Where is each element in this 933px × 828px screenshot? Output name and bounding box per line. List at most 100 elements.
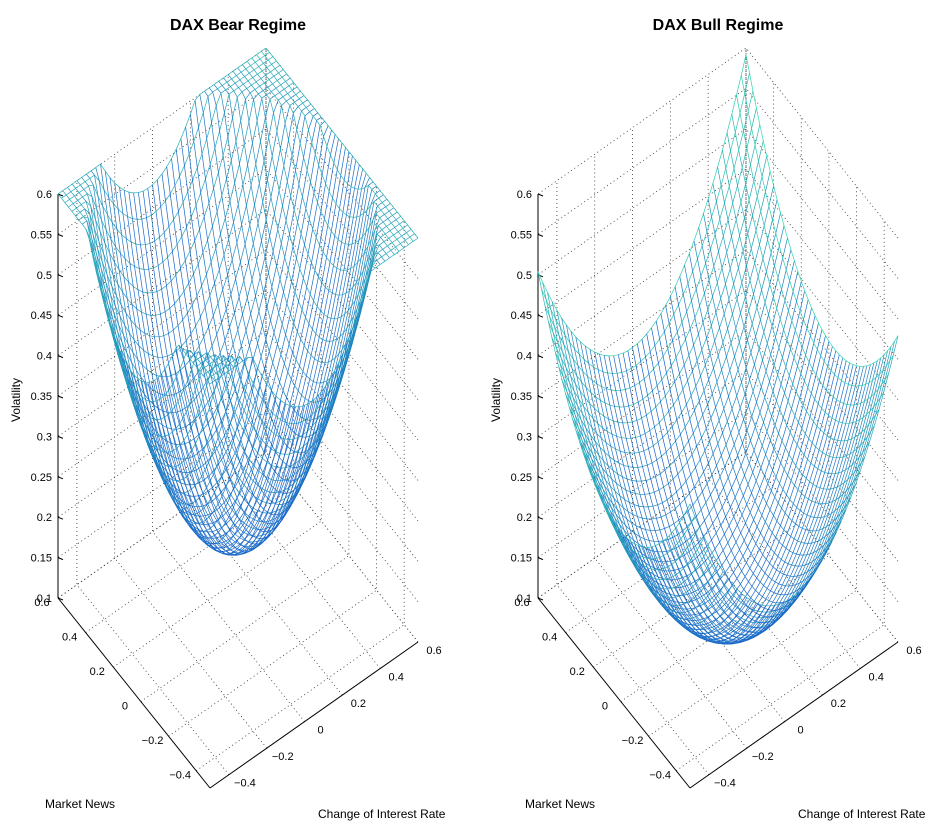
y-tick-label: 0.6 (426, 645, 441, 657)
surface-line (684, 265, 837, 567)
surface-line (703, 213, 856, 519)
z-tick-label: 0.25 (511, 472, 532, 484)
surface-line (584, 345, 738, 630)
x-gridline (113, 117, 322, 668)
surface-line (636, 343, 790, 637)
x-gridline (140, 151, 350, 702)
y-tick-label: 0.2 (831, 698, 846, 710)
z-gridline (537, 47, 899, 239)
surface-line (251, 57, 405, 249)
y-tick-label: 0 (797, 725, 803, 737)
z-gridline (57, 87, 419, 279)
z-tick (57, 435, 64, 439)
surface-line (589, 349, 743, 635)
y-gridline (556, 180, 710, 775)
x-axis-label: Market News (45, 797, 115, 811)
z-tick-label: 0.5 (37, 270, 52, 282)
surface-line (608, 355, 762, 644)
surface-line (161, 173, 315, 545)
z-tick (57, 274, 64, 278)
surface-mesh (537, 54, 899, 645)
z-tick-label: 0.15 (511, 553, 532, 565)
surface-line (265, 47, 419, 239)
surface-line (622, 353, 776, 644)
surface-line (95, 167, 249, 505)
surface-line (722, 150, 875, 459)
surface-line (256, 54, 409, 245)
z-tick (537, 355, 544, 359)
surface-line (86, 173, 239, 481)
y-tick-label: 0 (317, 725, 323, 737)
surface-line (674, 286, 828, 587)
x-axis-line (57, 597, 211, 789)
surface-line (556, 310, 710, 590)
surface-line (660, 313, 814, 611)
axes: 0.1 0.15 0.2 0.25 0.3 0.35 0.4 0.45 0.5 0.55 0.6 −0… (511, 189, 922, 790)
surface-line (99, 99, 308, 446)
z-tick-label: 0.55 (511, 229, 532, 241)
z-tick-label: 0.1 (517, 593, 532, 605)
surface-line (128, 192, 282, 553)
z-tick (57, 314, 64, 318)
surface-line (561, 317, 714, 598)
surface-line (261, 51, 414, 242)
x-tick-label: 0.6 (34, 597, 49, 609)
z-tick (57, 193, 64, 197)
surface-line (100, 164, 253, 515)
x-gridline (648, 186, 857, 737)
x-gridline (620, 151, 830, 702)
surface-line (655, 321, 809, 618)
z-gridline (537, 289, 899, 481)
y-axis-line (689, 641, 899, 789)
x-gridline (565, 82, 775, 633)
z-axis-label: Volatility (489, 378, 503, 422)
surface-line (171, 158, 324, 533)
surface-line (242, 64, 395, 296)
x-axis-line (537, 597, 691, 789)
surface-line (561, 171, 771, 468)
z-tick-label: 0.2 (517, 512, 532, 524)
y-axis-line (209, 641, 419, 789)
z-tick (57, 233, 64, 237)
bear-regime-panel: DAX Bear Regime Volatility Market News C… (9, 17, 446, 821)
surface-line (717, 167, 870, 475)
axes: 0.1 0.15 0.2 0.25 0.3 0.35 0.4 0.45 0.5 0.55 0.6 −0… (31, 189, 442, 790)
z-gridline (57, 47, 419, 239)
z-tick-label: 0.2 (37, 512, 52, 524)
z-tick-label: 0.6 (37, 189, 52, 201)
z-gridline (537, 128, 899, 320)
y-gridline (594, 154, 748, 749)
x-gridline (675, 220, 885, 772)
surface-line (67, 187, 220, 420)
z-tick-label: 0.35 (31, 391, 52, 403)
x-tick-label: 0 (122, 701, 128, 713)
surface-line (109, 112, 319, 486)
z-tick-label: 0.4 (517, 351, 532, 363)
z-tick-label: 0.3 (37, 431, 52, 443)
surface-line (736, 94, 889, 406)
z-tick-label: 0.4 (37, 351, 52, 363)
y-tick-label: −0.4 (234, 778, 256, 790)
x-axis-label: Market News (525, 797, 595, 811)
surface-line (109, 177, 263, 532)
surface-line (90, 170, 244, 494)
z-gridline (57, 209, 419, 400)
z-tick (537, 395, 544, 399)
z-tick (537, 557, 544, 561)
surface-line (57, 47, 267, 195)
z-gridline (57, 411, 419, 602)
surface-line (218, 80, 372, 403)
y-gridline (114, 154, 268, 749)
surface-line (698, 227, 852, 532)
x-tick-label: −0.4 (169, 770, 191, 782)
x-gridline (57, 48, 267, 599)
z-tick-label: 0.5 (517, 270, 532, 282)
z-gridline (57, 370, 419, 562)
surface-line (190, 114, 343, 494)
plot-area: 0.1 0.15 0.2 0.25 0.3 0.35 0.4 0.45 0.5 0.55 0.6 −0… (31, 47, 442, 790)
surface-line (57, 193, 211, 385)
surface-line (726, 132, 880, 442)
surface-line (246, 61, 400, 271)
z-tick (537, 597, 544, 601)
